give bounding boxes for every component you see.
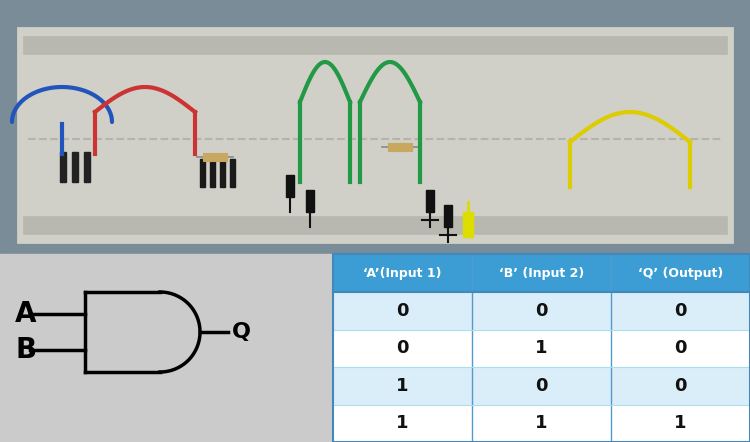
Bar (72, 152, 78, 182)
Bar (220, 159, 225, 187)
Text: A: A (15, 301, 37, 328)
Text: 0: 0 (396, 302, 409, 320)
Text: 0: 0 (536, 302, 548, 320)
Bar (84, 152, 90, 182)
Text: ‘A’(Input 1): ‘A’(Input 1) (363, 267, 442, 279)
Text: 0: 0 (396, 339, 409, 357)
Bar (230, 159, 235, 187)
Text: 0: 0 (674, 339, 687, 357)
Bar (333, 254, 750, 442)
Bar (333, 292, 750, 329)
Text: 0: 0 (536, 377, 548, 395)
Text: 1: 1 (536, 339, 548, 357)
Text: ‘Q’ (Output): ‘Q’ (Output) (638, 267, 723, 279)
Bar (388, 143, 412, 151)
Bar (23, 216, 727, 234)
Text: 1: 1 (396, 414, 409, 432)
Text: B: B (15, 335, 36, 364)
Bar (426, 190, 434, 212)
Bar (463, 212, 473, 237)
Text: 0: 0 (674, 302, 687, 320)
Text: 0: 0 (674, 377, 687, 395)
Bar (333, 367, 750, 404)
Bar (286, 175, 294, 197)
Bar (0, 254, 333, 442)
Bar (203, 153, 227, 161)
Text: 1: 1 (536, 414, 548, 432)
Text: 1: 1 (674, 414, 687, 432)
Bar (200, 159, 205, 187)
Bar (210, 159, 215, 187)
Bar (23, 36, 727, 54)
Bar (18, 28, 732, 242)
Bar (333, 329, 750, 367)
Bar (444, 205, 452, 227)
Bar (0, 0, 750, 254)
Bar (306, 190, 314, 212)
Text: 1: 1 (396, 377, 409, 395)
Bar (333, 404, 750, 442)
Text: Q: Q (232, 322, 251, 342)
Bar (60, 152, 66, 182)
Bar (333, 254, 750, 292)
Text: ‘B’ (Input 2): ‘B’ (Input 2) (499, 267, 584, 279)
